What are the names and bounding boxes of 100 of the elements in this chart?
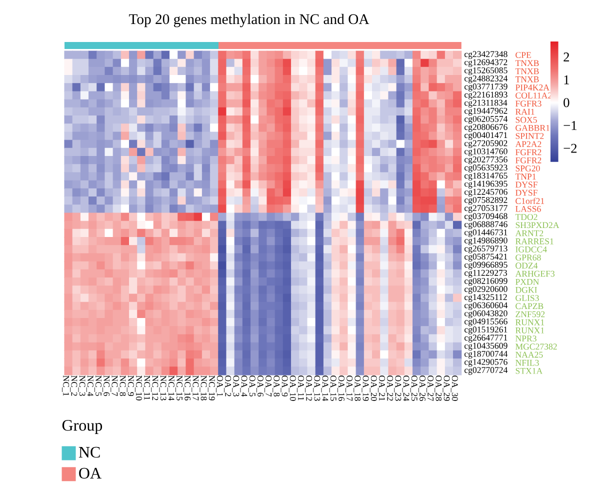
y-tick-label: cg10314760 [464, 148, 508, 156]
x-tick-label: OA_12 [305, 376, 312, 401]
x-tick-label: NC_3 [78, 376, 86, 396]
x-tick-label: OA_5 [248, 376, 256, 396]
x-tick-label: OA_24 [402, 376, 410, 402]
x-tick-label: OA_23 [394, 376, 402, 401]
y2-tick-label: NPR3 [516, 336, 536, 342]
x-tick-label: NC_19 [208, 376, 215, 400]
y2-tick-label: PIP4K2A [516, 84, 550, 90]
y-tick-label: cg06888746 [464, 221, 508, 230]
x-tick-label: NC_12 [151, 376, 158, 400]
x-tick-label: OA_19 [362, 376, 369, 401]
y2-tick-label: SOX5 [516, 116, 537, 123]
x-tick-label: NC_16 [184, 376, 191, 400]
y-tick-label: cg14290576 [464, 358, 508, 367]
y-tick-label: cg15265085 [464, 67, 508, 76]
color-bar-label: −2 [564, 144, 577, 153]
y-tick-label: cg05875421 [464, 254, 508, 262]
y2-tick-label: ARNT2 [515, 230, 544, 236]
y-tick-label: cg26647771 [464, 334, 508, 342]
y2-tick-label: IGDCC4 [516, 246, 547, 252]
y2-tick-label: TNXB [515, 76, 539, 82]
x-tick-label: NC_7 [110, 376, 118, 396]
y2-tick-label: FGFR2 [516, 149, 542, 156]
x-tick-label: NC_8 [118, 376, 126, 396]
y2-tick-label: RAI1 [516, 108, 534, 115]
x-tick-label: OA_21 [378, 376, 385, 401]
y-tick-label: cg14325112 [464, 294, 507, 302]
x-tick-label: OA_11 [296, 376, 304, 400]
y2-tick-label: RUNX1 [516, 319, 544, 326]
y2-tick-label: AP2A2 [515, 141, 542, 148]
color-bar-label: 0 [564, 98, 570, 108]
y2-tick-label: FGFR2 [516, 157, 542, 164]
x-tick-label: OA_20 [370, 376, 377, 401]
x-tick-label: OA_29 [442, 376, 450, 401]
x-tick-label: NC_4 [86, 376, 94, 396]
y2-tick-label: C1orf21 [516, 198, 544, 204]
y-tick-label: cg26579713 [464, 246, 508, 254]
x-tick-label: OA_22 [386, 376, 394, 401]
y-tick-label: cg00401471 [464, 132, 508, 140]
legend-label: OA [79, 468, 102, 479]
y-tick-label: cg06043820 [464, 310, 508, 318]
y2-tick-label: GPR68 [516, 254, 541, 261]
y2-tick-label: SPINT2 [516, 133, 544, 139]
x-tick-label: OA_18 [354, 376, 361, 401]
x-tick-label: NC_1 [62, 376, 70, 396]
y-tick-label: cg14196395 [464, 180, 508, 189]
y2-tick-label: STX1A [516, 368, 543, 374]
y-tick-label: cg20806676 [464, 124, 508, 132]
y2-tick-label: RARRES1 [516, 238, 554, 244]
y-tick-label: cg05635923 [464, 164, 508, 172]
x-tick-label: OA_3 [232, 376, 240, 396]
x-tick-label: NC_13 [159, 376, 166, 400]
y-tick-label: cg02770724 [464, 367, 508, 375]
y2-tick-label: SPG20 [516, 165, 540, 172]
y2-tick-label: ODZ4 [516, 262, 538, 269]
x-tick-label: OA_9 [280, 376, 288, 396]
x-tick-label: OA_28 [434, 376, 442, 401]
x-tick-label: NC_6 [102, 376, 110, 396]
y2-tick-label: ARHGEF3 [515, 270, 555, 277]
y2-tick-label: MGC27382 [516, 344, 557, 350]
y2-tick-label: DGKI [516, 286, 537, 293]
x-tick-label: OA_2 [224, 376, 232, 396]
y-tick-label: cg03709468 [464, 213, 508, 221]
y2-tick-label: LASS6 [516, 206, 541, 212]
y2-tick-label: TNXB [515, 60, 539, 66]
x-tick-label: OA_16 [337, 376, 344, 401]
y-tick-label: cg27053177 [464, 205, 508, 213]
y2-tick-label: NFIL3 [516, 360, 539, 366]
y2-tick-label: ZNF592 [516, 311, 545, 318]
x-tick-label: OA_6 [256, 376, 264, 396]
x-tick-label: OA_13 [313, 376, 320, 401]
y2-tick-label: CPE [516, 52, 531, 58]
chart-title: Top 20 genes methylation in NC and OA [129, 14, 370, 28]
y-tick-label: cg07582892 [464, 196, 508, 205]
y2-tick-label: PXDN [516, 278, 540, 285]
color-bar-label: −1 [564, 121, 576, 130]
y2-tick-label: CAPZB [516, 303, 544, 310]
x-tick-label: OA_25 [410, 376, 418, 401]
y-tick-label: cg12694372 [464, 59, 508, 68]
y2-tick-label: NAA25 [516, 352, 543, 358]
y-tick-label: cg08216099 [464, 278, 508, 286]
x-tick-label: OA_10 [288, 376, 296, 401]
x-tick-label: OA_17 [346, 376, 353, 401]
y-tick-label: cg12245706 [464, 188, 508, 197]
y-tick-label: cg01519261 [464, 326, 508, 334]
x-tick-label: NC_15 [175, 376, 182, 400]
x-tick-label: NC_2 [70, 376, 78, 396]
y2-tick-label: SH3PXD2A [516, 222, 560, 228]
x-tick-label: OA_1 [216, 376, 223, 396]
x-tick-label: OA_30 [450, 376, 458, 401]
y-tick-label: cg22161893 [464, 92, 508, 100]
y-tick-label: cg04915566 [464, 318, 508, 326]
x-tick-label: NC_10 [134, 376, 142, 400]
x-tick-label: NC_11 [143, 376, 150, 400]
y-tick-label: cg03771739 [464, 84, 508, 92]
y-tick-label: cg21311834 [464, 100, 508, 108]
x-tick-label: OA_15 [329, 376, 336, 401]
y2-tick-label: GABBR1 [516, 124, 550, 131]
y2-tick-label: TNP1 [515, 174, 536, 180]
